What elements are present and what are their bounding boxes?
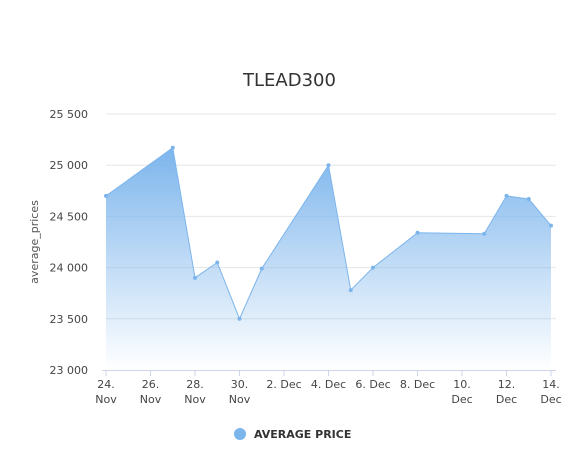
y-tick-label: 23 000 [50, 364, 89, 377]
data-point[interactable] [237, 316, 242, 321]
data-point[interactable] [549, 223, 553, 228]
data-point[interactable] [415, 230, 420, 235]
y-tick-label: 24 500 [50, 210, 89, 223]
data-point[interactable] [326, 163, 331, 168]
chart-title: TLEAD300 [242, 70, 336, 91]
x-tick-label: 28. Nov [184, 378, 206, 406]
series-line [105, 146, 552, 321]
data-point[interactable] [348, 288, 353, 293]
x-tick-label: 2. Dec [266, 378, 301, 391]
legend-marker-icon[interactable] [234, 428, 246, 440]
series-area-fill [106, 147, 551, 370]
data-point[interactable] [526, 196, 531, 201]
x-tick-label: 4. Dec [311, 378, 346, 391]
data-point[interactable] [215, 260, 220, 265]
legend-label[interactable]: AVERAGE PRICE [254, 428, 351, 441]
x-tick-label: 24. Nov [95, 378, 117, 406]
x-tick-label: 8. Dec [400, 378, 435, 391]
data-point[interactable] [371, 265, 375, 270]
x-tick-label: 30. Nov [229, 378, 251, 406]
data-point[interactable] [259, 266, 264, 271]
y-tick-label: 24 000 [50, 262, 89, 275]
x-axis [102, 370, 556, 376]
data-point[interactable] [193, 275, 197, 280]
series-area-group [105, 146, 552, 370]
x-axis-ticks: 24. Nov 26. Nov 28. Nov 30. Nov 2. Dec 4. Dec 6. D… [95, 378, 561, 406]
x-tick-label: 26. Nov [140, 378, 162, 406]
x-tick-label: 12. Dec [496, 378, 517, 406]
data-point[interactable] [170, 145, 175, 150]
data-point[interactable] [482, 231, 487, 236]
x-tick-label: 14. Dec [540, 378, 561, 406]
y-tick-label: 23 500 [50, 313, 89, 326]
series-points-group [104, 145, 553, 321]
y-axis-ticks: 23 000 23 500 24 000 24 500 25 000 25 500 [50, 108, 89, 377]
legend[interactable]: AVERAGE PRICE [234, 428, 351, 441]
x-tick-label: 6. Dec [355, 378, 390, 391]
data-point[interactable] [104, 193, 108, 198]
x-tick-label: 10. Dec [451, 378, 472, 406]
y-tick-label: 25 500 [50, 108, 89, 121]
y-tick-label: 25 000 [50, 159, 89, 172]
data-point[interactable] [504, 193, 509, 198]
y-axis-title: average_prices [28, 200, 41, 284]
